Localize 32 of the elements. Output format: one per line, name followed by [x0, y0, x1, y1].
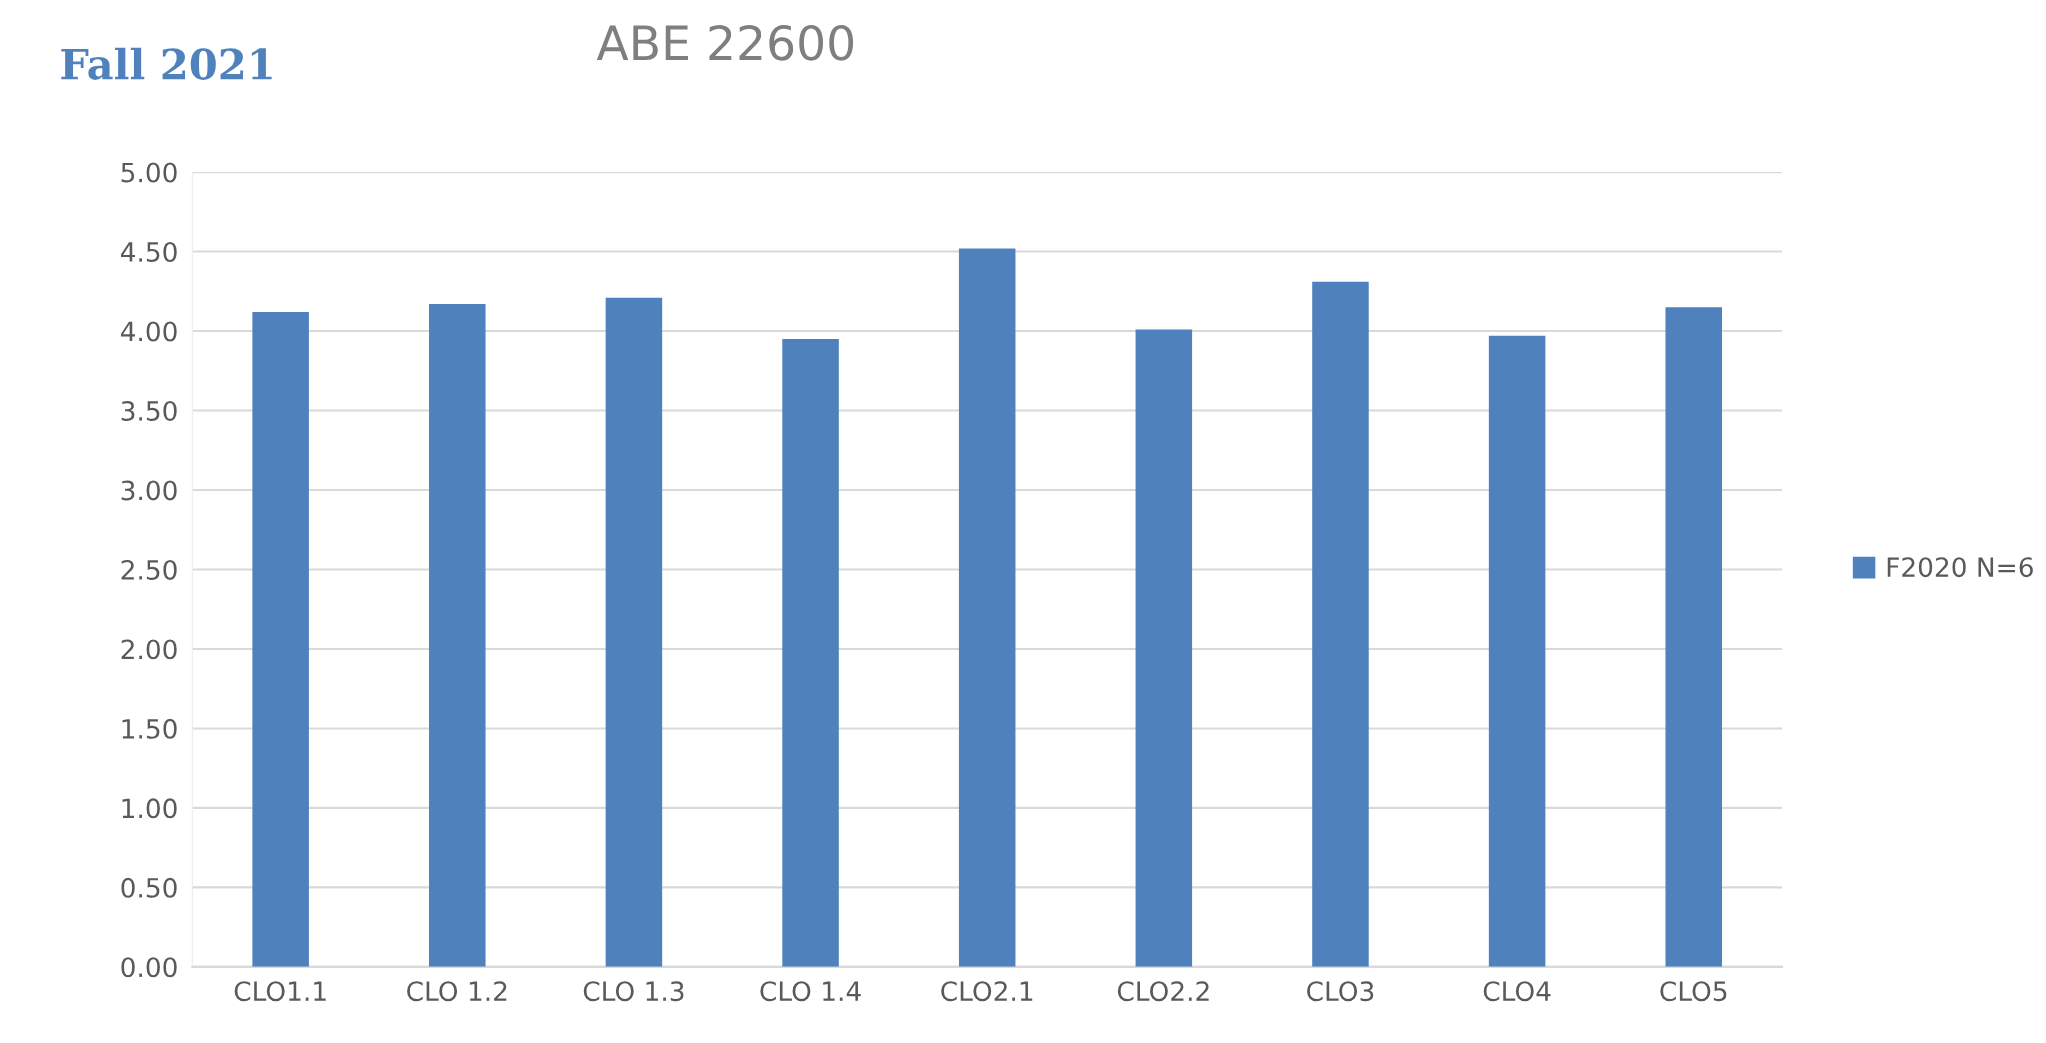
x-tick-label: CLO 1.3 [583, 981, 684, 1002]
x-tick-label: CLO2.2 [1117, 981, 1209, 1002]
x-tick-label: CLO 1.4 [760, 981, 861, 1002]
x-tick-label: CLO2.1 [941, 981, 1033, 1002]
y-tick-label: 4.00 [120, 321, 177, 342]
bar [252, 311, 309, 967]
y-tick-label: 4.50 [120, 242, 177, 262]
bar [1665, 307, 1723, 967]
y-tick-label: 0.00 [121, 957, 177, 978]
bar [1488, 335, 1546, 967]
x-tick-label: CLO3 [1307, 981, 1374, 1002]
y-tick-label: 3.00 [121, 480, 177, 501]
y-tick-label: 1.00 [122, 798, 177, 819]
bar [605, 297, 663, 967]
chart-subtitle: Fall 2021 [61, 47, 272, 80]
bar [958, 248, 1016, 967]
y-tick-label: 1.50 [122, 718, 177, 739]
y-tick-label: 2.50 [121, 559, 177, 580]
y-tick-label: 0.50 [121, 877, 177, 898]
y-tick-label: 3.50 [121, 400, 177, 421]
x-tick-label: CLO 1.2 [407, 981, 507, 1002]
bar [782, 339, 839, 967]
x-tick-label: CLO4 [1483, 981, 1551, 1002]
bar [429, 304, 486, 967]
bar [1135, 329, 1193, 967]
legend-label: F2020 N=6 [1887, 557, 2033, 578]
x-tick-label: CLO1.1 [234, 981, 326, 1002]
y-tick-label: 5.00 [121, 162, 177, 183]
chart-title: ABE 22600 [596, 24, 854, 61]
bar [1312, 281, 1369, 967]
x-tick-label: CLO5 [1660, 981, 1727, 1002]
y-tick-label: 2.00 [121, 639, 177, 660]
